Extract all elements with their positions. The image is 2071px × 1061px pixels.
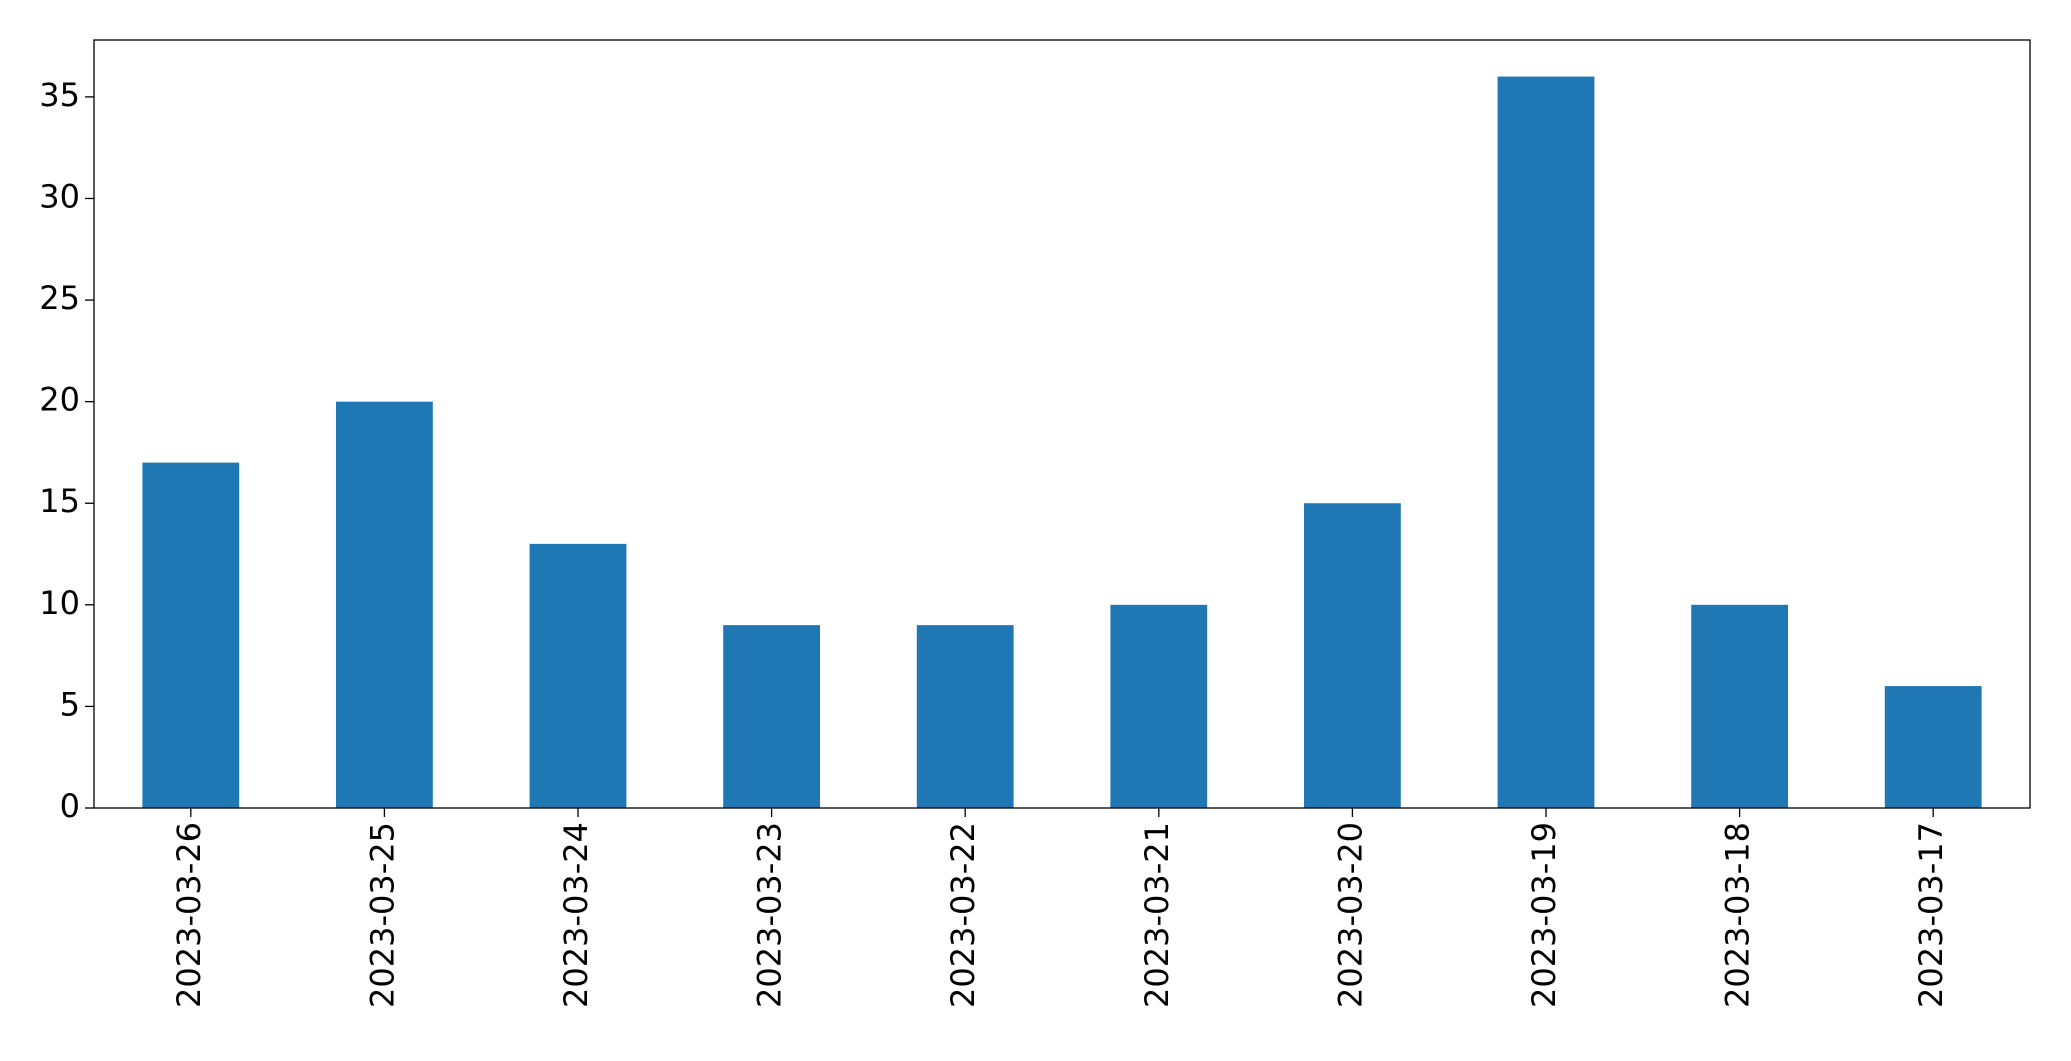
y-tick-label: 30 xyxy=(39,177,80,215)
bar xyxy=(529,543,627,808)
y-tick-label: 15 xyxy=(39,482,80,520)
bar xyxy=(142,462,240,808)
x-tick-label: 2023-03-25 xyxy=(363,822,401,1008)
bar xyxy=(336,401,433,808)
x-tick-label: 2023-03-24 xyxy=(557,822,595,1008)
y-tick-label: 10 xyxy=(39,584,80,622)
bar xyxy=(1884,686,1982,808)
y-tick-label: 0 xyxy=(60,787,80,825)
x-tick-label: 2023-03-23 xyxy=(751,822,789,1008)
y-tick-label: 20 xyxy=(39,381,80,419)
y-tick-label: 5 xyxy=(60,685,80,723)
y-tick-label: 35 xyxy=(39,76,80,114)
x-tick-label: 2023-03-21 xyxy=(1138,822,1176,1008)
bar xyxy=(1304,503,1401,808)
x-tick-label: 2023-03-26 xyxy=(170,822,208,1008)
bar xyxy=(1110,604,1208,808)
x-tick-label: 2023-03-18 xyxy=(1719,822,1757,1008)
bar xyxy=(1497,76,1595,809)
x-tick-label: 2023-03-19 xyxy=(1525,822,1563,1008)
plot-frame xyxy=(93,39,2031,809)
x-tick-label: 2023-03-17 xyxy=(1912,822,1950,1008)
y-tick-label: 25 xyxy=(39,279,80,317)
x-tick-label: 2023-03-22 xyxy=(944,822,982,1008)
bar xyxy=(1691,604,1788,808)
x-tick-label: 2023-03-20 xyxy=(1331,822,1369,1008)
bar xyxy=(916,625,1014,808)
bar xyxy=(723,625,820,808)
